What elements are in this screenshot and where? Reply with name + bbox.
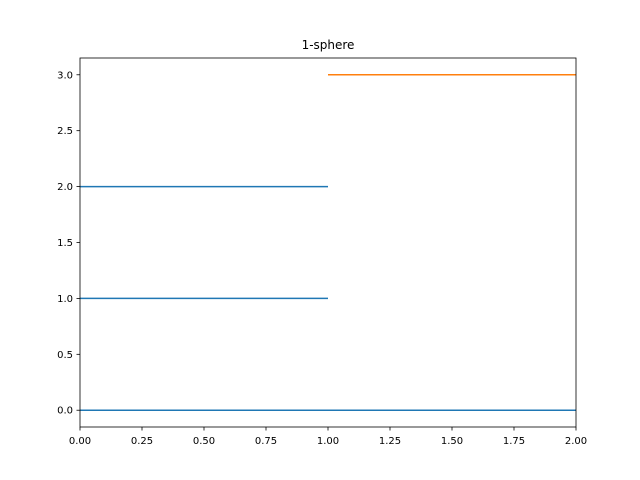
y-tick-label: 2.5 <box>57 126 73 137</box>
x-tick-label: 0.50 <box>193 436 215 447</box>
y-tick-label: 0.5 <box>57 350 73 361</box>
x-tick-label: 2.00 <box>565 436 587 447</box>
x-tick-label: 0.25 <box>131 436 153 447</box>
x-tick-label: 1.75 <box>503 436 525 447</box>
y-tick-label: 2.0 <box>57 182 73 193</box>
x-tick-label: 1.50 <box>441 436 463 447</box>
x-tick-label: 1.25 <box>379 436 401 447</box>
y-axis: 0.0 0.5 1.0 1.5 2.0 2.5 3.0 <box>57 70 80 417</box>
y-tick-label: 1.5 <box>57 238 73 249</box>
plot-area <box>80 74 576 411</box>
plot-frame <box>79 57 577 428</box>
y-tick-label: 0.0 <box>57 406 73 417</box>
x-tick-label: 0.75 <box>255 436 277 447</box>
y-tick-label: 3.0 <box>57 70 73 81</box>
x-tick-label: 1.00 <box>317 436 339 447</box>
x-axis: 0.00 0.25 0.50 0.75 1.00 1.25 1.50 1.75 2.00 <box>69 427 587 447</box>
y-tick-label: 1.0 <box>57 294 73 305</box>
x-tick-label: 0.00 <box>69 436 91 447</box>
chart-title: 1-sphere <box>302 38 355 52</box>
